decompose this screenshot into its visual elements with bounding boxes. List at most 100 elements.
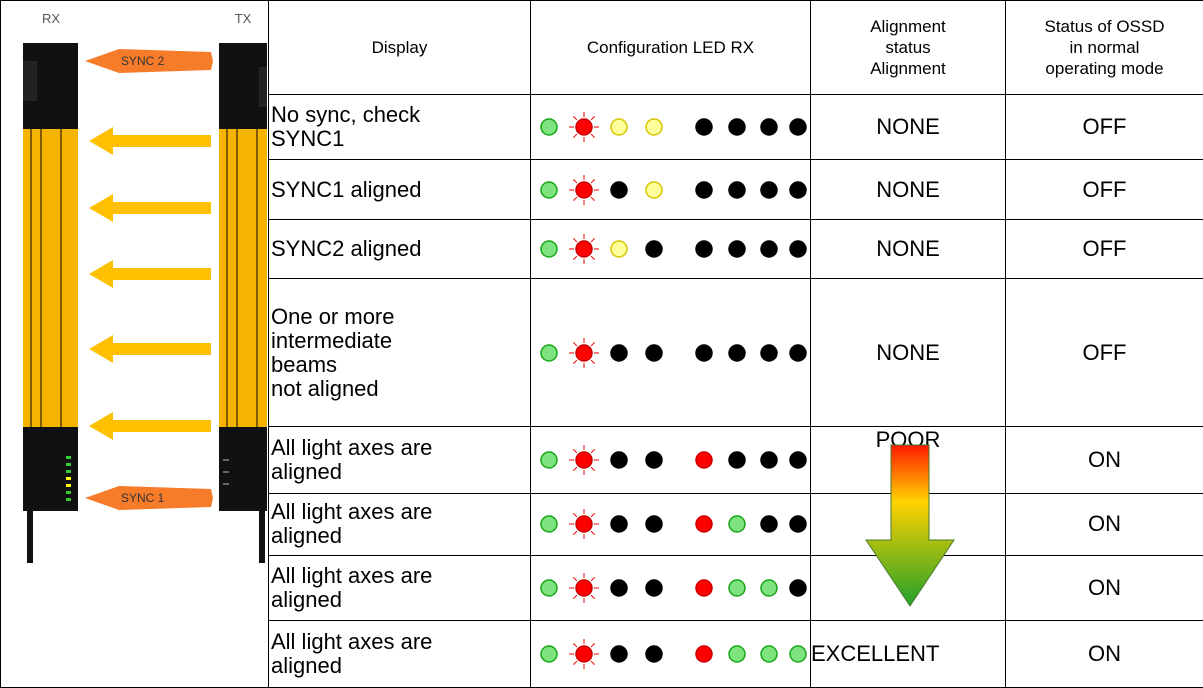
led: [541, 516, 557, 532]
ossd-cell: OFF: [1006, 94, 1203, 159]
led: [576, 345, 592, 361]
led: [696, 516, 712, 532]
led: [576, 119, 592, 135]
blink-ray: [573, 256, 577, 260]
led: [576, 646, 592, 662]
led: [541, 182, 557, 198]
led: [761, 182, 777, 198]
rx-led: [66, 463, 71, 466]
tx-label: TX: [235, 11, 252, 26]
led: [646, 119, 662, 135]
display-text: No sync, check SYNC1: [269, 94, 531, 159]
led-cell: [531, 493, 811, 555]
display-text: All light axes are aligned: [269, 620, 531, 687]
ossd-cell: ON: [1006, 493, 1203, 555]
led: [729, 345, 745, 361]
ossd-cell: OFF: [1006, 220, 1203, 278]
rx-top-step: [23, 61, 37, 101]
led-cell: [531, 556, 811, 620]
rx-label: RX: [42, 11, 60, 26]
led: [761, 241, 777, 257]
led: [646, 182, 662, 198]
led: [611, 119, 627, 135]
beam-arrow: [89, 335, 211, 363]
blink-ray: [573, 179, 577, 183]
led: [696, 452, 712, 468]
alignment-cell: NONE: [811, 94, 1006, 159]
led: [611, 182, 627, 198]
led-row: [531, 639, 809, 669]
led: [611, 452, 627, 468]
display-text: SYNC1 aligned: [269, 159, 531, 219]
display-text: All light axes are aligned: [269, 493, 531, 555]
alignment-cell: POOR: [811, 427, 1006, 493]
led: [729, 452, 745, 468]
led: [576, 182, 592, 198]
led: [729, 646, 745, 662]
column-header: Status of OSSD in normal operating mode: [1006, 1, 1203, 95]
blink-ray: [573, 197, 577, 201]
alignment-cell: [811, 556, 1006, 620]
ossd-cell: ON: [1006, 556, 1203, 620]
led: [729, 516, 745, 532]
led: [790, 516, 806, 532]
ossd-cell: ON: [1006, 620, 1203, 687]
blink-ray: [591, 179, 595, 183]
ossd-cell: ON: [1006, 427, 1203, 493]
led: [696, 580, 712, 596]
rx-led: [66, 484, 71, 487]
led: [729, 241, 745, 257]
blink-ray: [573, 238, 577, 242]
blink-ray: [573, 532, 577, 536]
led: [541, 119, 557, 135]
blink-ray: [591, 661, 595, 665]
led: [576, 580, 592, 596]
blink-ray: [591, 450, 595, 454]
sync-top-label: SYNC 2: [121, 54, 165, 68]
led: [761, 646, 777, 662]
led: [611, 345, 627, 361]
led: [696, 646, 712, 662]
led-row: [531, 175, 809, 205]
blink-ray: [591, 595, 595, 599]
led: [646, 241, 662, 257]
ossd-cell: OFF: [1006, 278, 1203, 427]
beam-arrow: [89, 412, 211, 440]
blink-ray: [573, 514, 577, 518]
blink-ray: [591, 116, 595, 120]
led: [646, 345, 662, 361]
led: [611, 646, 627, 662]
blink-ray: [573, 661, 577, 665]
led: [696, 345, 712, 361]
led: [611, 241, 627, 257]
rx-led: [66, 491, 71, 494]
blink-ray: [591, 256, 595, 260]
blink-ray: [573, 134, 577, 138]
led-cell: [531, 220, 811, 278]
led: [541, 452, 557, 468]
alignment-cell: [811, 493, 1006, 555]
led: [761, 516, 777, 532]
led-row: [531, 234, 809, 264]
column-header: Configuration LED RX: [531, 1, 811, 95]
column-header: Alignment status Alignment: [811, 1, 1006, 95]
blink-ray: [573, 342, 577, 346]
led: [541, 241, 557, 257]
led: [576, 516, 592, 532]
blink-ray: [573, 360, 577, 364]
blink-ray: [573, 450, 577, 454]
rx-led: [66, 498, 71, 501]
display-text: SYNC2 aligned: [269, 220, 531, 278]
led-row: [531, 573, 809, 603]
alignment-cell: NONE: [811, 220, 1006, 278]
blink-ray: [573, 595, 577, 599]
tx-bottom: [219, 427, 267, 511]
blink-ray: [591, 577, 595, 581]
led: [696, 241, 712, 257]
blink-ray: [591, 342, 595, 346]
rx-led: [66, 470, 71, 473]
